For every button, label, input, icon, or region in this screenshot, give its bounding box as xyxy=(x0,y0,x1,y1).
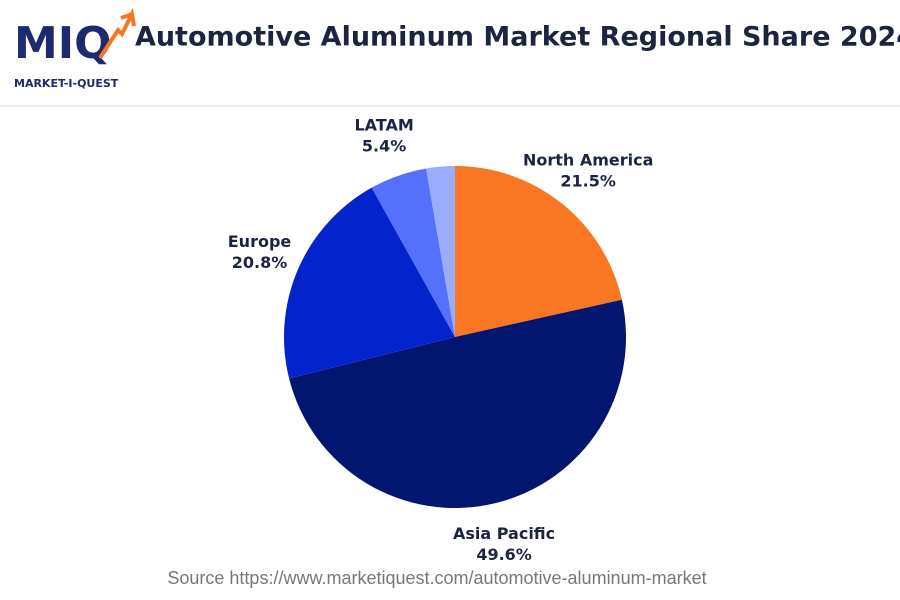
logo-mark: MIQ xyxy=(14,18,112,69)
value-label: 20.8% xyxy=(232,253,288,272)
chart-title: Automotive Aluminum Market Regional Shar… xyxy=(135,22,900,53)
pie-slice xyxy=(284,187,455,379)
slice-label: North America xyxy=(523,150,653,169)
value-label: 21.5% xyxy=(560,171,616,190)
pie-slice xyxy=(289,299,626,508)
logo-name: MARKET-I-QUEST xyxy=(14,77,119,90)
slice-label: LATAM xyxy=(354,116,413,135)
pie-slice xyxy=(426,166,455,337)
slice-label: Asia Pacific xyxy=(453,524,555,543)
pie-slice xyxy=(455,166,622,337)
value-label: 49.6% xyxy=(476,545,532,564)
logo-arrow xyxy=(98,7,136,60)
source: Source https://www.marketiquest.com/auto… xyxy=(167,568,706,588)
pie-slice xyxy=(371,168,455,337)
value-label: 5.4% xyxy=(362,137,406,156)
slice-label: Europe xyxy=(228,232,292,251)
